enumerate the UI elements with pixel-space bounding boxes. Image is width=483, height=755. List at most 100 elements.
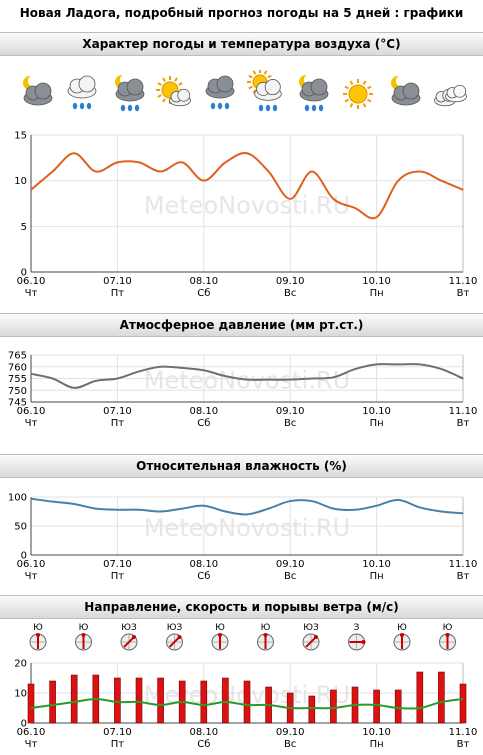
sun-ray — [362, 103, 367, 108]
x-tick-day: Пт — [111, 739, 125, 750]
x-tick-date: 09.10 — [276, 276, 305, 287]
sun-ray — [367, 85, 372, 90]
x-tick-day: Пт — [111, 571, 125, 582]
data-point — [203, 505, 205, 507]
y-tick-label: 755 — [8, 374, 27, 385]
data-point — [268, 379, 270, 381]
x-tick-day: Вт — [457, 739, 470, 750]
x-tick-day: Вс — [284, 418, 296, 429]
cloud-shape — [402, 82, 420, 100]
x-tick-day: Вт — [457, 418, 470, 429]
cloud-shape — [177, 88, 191, 102]
cloudy-night-icon — [391, 75, 421, 106]
rain-drop — [120, 104, 126, 112]
partly-sunny-icon — [156, 76, 191, 107]
x-tick-date: 07.10 — [103, 406, 132, 417]
data-point — [181, 161, 183, 163]
data-point — [354, 509, 356, 511]
cloud-rain-night-icon — [115, 74, 145, 112]
data-point — [52, 501, 54, 503]
wind-direction-label: Ю — [215, 623, 225, 633]
sun-ray — [367, 98, 372, 103]
data-point — [116, 161, 118, 163]
data-point — [30, 189, 32, 191]
y-tick-label: 760 — [8, 362, 27, 373]
x-tick-day: Сб — [197, 418, 210, 429]
x-tick-date: 06.10 — [17, 276, 46, 287]
data-point — [160, 170, 162, 173]
data-point — [52, 170, 54, 173]
x-tick-day: Вс — [284, 571, 296, 582]
wind-speed-bar — [243, 680, 251, 724]
y-tick-label: 10 — [14, 689, 27, 700]
data-point — [181, 508, 183, 510]
data-point — [376, 216, 378, 218]
data-point — [95, 508, 97, 510]
x-tick-date: 08.10 — [189, 559, 218, 570]
data-point — [311, 377, 313, 380]
cloud-shape — [126, 78, 144, 96]
sun-ray — [344, 98, 349, 103]
x-tick-date: 07.10 — [103, 276, 132, 287]
x-tick-day: Чт — [25, 739, 38, 750]
x-tick-day: Чт — [25, 288, 38, 299]
data-point — [246, 379, 248, 381]
rain-drop — [79, 102, 85, 110]
x-tick-day: Сб — [197, 571, 210, 582]
data-point — [311, 170, 313, 173]
data-point — [181, 367, 183, 369]
data-point — [224, 161, 226, 163]
wind-arrow-head — [445, 633, 450, 637]
wind-direction-label: Ю — [397, 623, 407, 633]
wind-arrow-head — [218, 633, 222, 637]
data-point — [224, 375, 226, 377]
series-line — [30, 497, 464, 516]
data-point — [419, 363, 421, 365]
cloud-shape — [78, 75, 96, 93]
x-tick-day: Вс — [284, 288, 296, 299]
x-tick-day: Пн — [370, 571, 384, 582]
data-point — [354, 368, 356, 370]
sun-ray — [157, 94, 162, 98]
wind-arrow-head — [361, 640, 366, 644]
cloud-shape — [264, 79, 281, 96]
data-point — [160, 510, 162, 513]
wind-speed-bar — [222, 677, 229, 724]
wind-direction-label: ЮЗ — [303, 623, 319, 633]
sun-cloud-rain-icon — [247, 70, 282, 112]
x-tick-day: Чт — [25, 418, 38, 429]
cloud-shape — [310, 78, 328, 96]
data-point — [246, 152, 248, 154]
y-tick-label: 20 — [14, 659, 27, 670]
x-tick-date: 06.10 — [17, 727, 46, 738]
x-tick-day: Сб — [197, 288, 210, 299]
moon-cut — [396, 75, 408, 87]
wind-direction-label: ЮЗ — [167, 623, 183, 633]
data-point — [462, 512, 464, 514]
data-point — [138, 509, 140, 511]
wind-speed-bar — [157, 677, 164, 724]
wind-arrow-head — [400, 633, 404, 637]
data-point — [376, 363, 378, 365]
sun-ray — [178, 82, 183, 86]
x-tick-date: 08.10 — [189, 406, 218, 417]
data-point — [397, 499, 399, 501]
wind-speed-bar — [459, 683, 467, 724]
wind-speed-bar — [135, 677, 143, 724]
wind-speed-bar — [330, 689, 337, 724]
x-tick-day: Вс — [284, 739, 296, 750]
x-tick-day: Пн — [370, 739, 384, 750]
y-tick-label: 100 — [8, 493, 27, 504]
cloud-shape — [216, 75, 234, 93]
data-point — [268, 170, 270, 173]
wind-arrow-head — [313, 635, 318, 640]
wind-arrow — [305, 636, 317, 648]
x-tick-date: 09.10 — [276, 727, 305, 738]
cloud-rain-night-icon — [299, 74, 329, 112]
partly-cloudy-night-icon — [23, 75, 53, 106]
rain-cloud-icon — [67, 75, 97, 110]
wind-speed-bar — [114, 677, 121, 724]
rain-drop — [311, 104, 317, 112]
data-point — [268, 508, 270, 510]
